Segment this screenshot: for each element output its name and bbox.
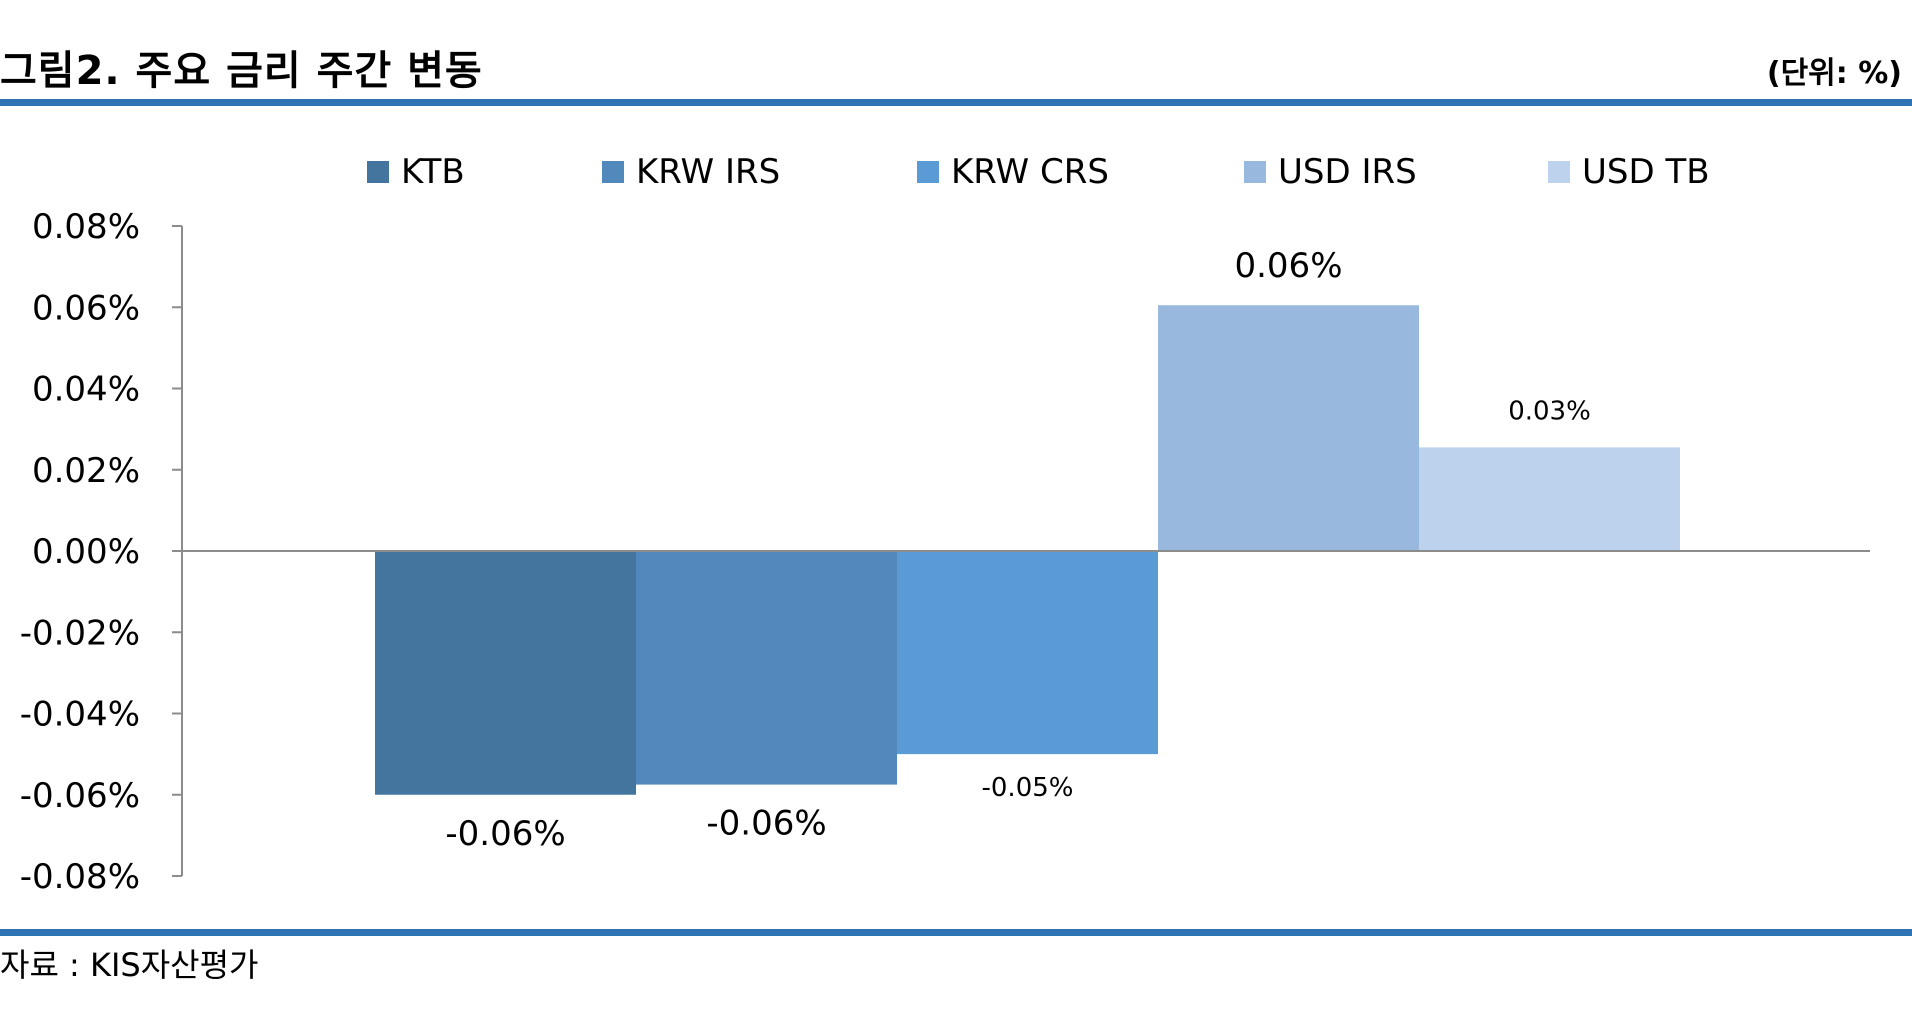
y-tick-label: 0.08% bbox=[32, 207, 140, 247]
legend-swatch bbox=[1548, 161, 1570, 183]
data-label: -0.06% bbox=[445, 814, 565, 854]
y-tick-label: 0.00% bbox=[32, 532, 140, 572]
legend-swatch bbox=[1244, 161, 1266, 183]
data-label: -0.06% bbox=[706, 804, 826, 844]
top-rule bbox=[0, 99, 1912, 106]
y-tick-label: 0.04% bbox=[32, 370, 140, 410]
y-tick-label: -0.06% bbox=[20, 776, 140, 816]
y-tick-label: 0.06% bbox=[32, 288, 140, 328]
data-label: 0.03% bbox=[1508, 396, 1591, 426]
y-tick-label: -0.08% bbox=[20, 857, 140, 897]
bars bbox=[182, 305, 1870, 795]
bar-chart: KTB KRW IRS KRW CRS USD IRS USD TB 0.08% 0.06… bbox=[20, 152, 1870, 897]
y-tick-label: -0.02% bbox=[20, 613, 140, 653]
legend-label: USD IRS bbox=[1278, 152, 1417, 192]
bar-usd-tb bbox=[1419, 447, 1680, 551]
source-note: 자료 : KIS자산평가 bbox=[0, 946, 259, 984]
data-label: -0.05% bbox=[982, 773, 1074, 803]
legend-swatch bbox=[602, 161, 624, 183]
data-labels: -0.06% -0.06% -0.05% 0.06% 0.03% bbox=[445, 246, 1590, 854]
chart-legend: KTB KRW IRS KRW CRS USD IRS USD TB bbox=[367, 152, 1710, 192]
bar-ktb bbox=[375, 551, 636, 795]
unit-label: (단위: %) bbox=[1766, 56, 1902, 91]
y-tick-label: 0.02% bbox=[32, 451, 140, 491]
legend-swatch bbox=[367, 161, 389, 183]
bar-krw-crs bbox=[897, 551, 1158, 755]
y-tick-label: -0.04% bbox=[20, 695, 140, 735]
bar-usd-irs bbox=[1158, 305, 1419, 551]
legend-label: KRW CRS bbox=[951, 152, 1109, 192]
y-axis: 0.08% 0.06% 0.04% 0.02% 0.00% -0.02% -0.04% -0.… bbox=[20, 207, 183, 897]
bar-krw-irs bbox=[636, 551, 897, 785]
data-label: 0.06% bbox=[1234, 246, 1342, 286]
legend-label: KRW IRS bbox=[636, 152, 780, 192]
bottom-rule bbox=[0, 929, 1912, 936]
legend-swatch bbox=[917, 161, 939, 183]
legend-label: USD TB bbox=[1582, 152, 1710, 192]
legend-label: KTB bbox=[401, 152, 465, 192]
chart-title: 그림2. 주요 금리 주간 변동 bbox=[0, 48, 483, 94]
